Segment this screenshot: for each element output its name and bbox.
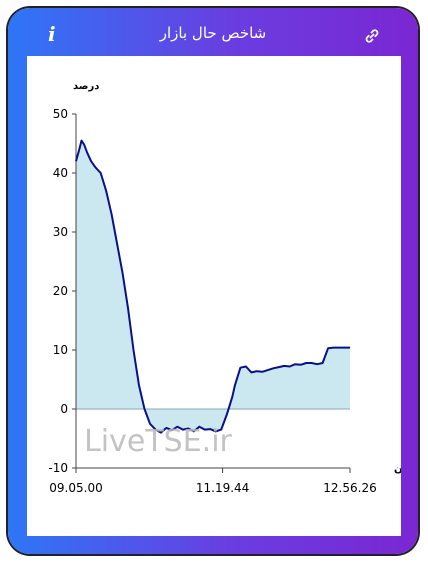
x-tick-label: 09.05.00: [49, 481, 102, 495]
y-tick-label: 30: [53, 225, 68, 239]
series-area: [76, 140, 350, 433]
y-tick-label: 20: [53, 284, 68, 298]
market-index-chart: 50 40 30 20 10 0 -10 09.05.00 11.19.44 12.56.26 در…: [48, 81, 418, 495]
y-axis-label: درصد: [73, 81, 99, 92]
y-tick-label: -10: [48, 461, 68, 475]
header: i شاخص حال بازار: [8, 8, 418, 56]
y-tick-label: 0: [60, 402, 68, 416]
y-tick-label: 50: [53, 107, 68, 121]
page-title: شاخص حال بازار: [159, 24, 267, 42]
watermark: LiveTSE.ir: [84, 424, 232, 459]
x-axis-label: زمان: [394, 464, 401, 475]
series-line: [75, 139, 350, 434]
link-icon[interactable]: [364, 28, 380, 44]
info-icon[interactable]: i: [48, 22, 56, 46]
chart-panel: 50 40 30 20 10 0 -10 09.05.00 11.19.44 12.56.26 در…: [27, 56, 418, 536]
y-tick-label: 40: [53, 166, 68, 180]
y-tick-label: 10: [53, 343, 68, 357]
x-tick-label: 11.19.44: [196, 481, 249, 495]
x-tick-label: 12.56.26: [323, 481, 376, 495]
